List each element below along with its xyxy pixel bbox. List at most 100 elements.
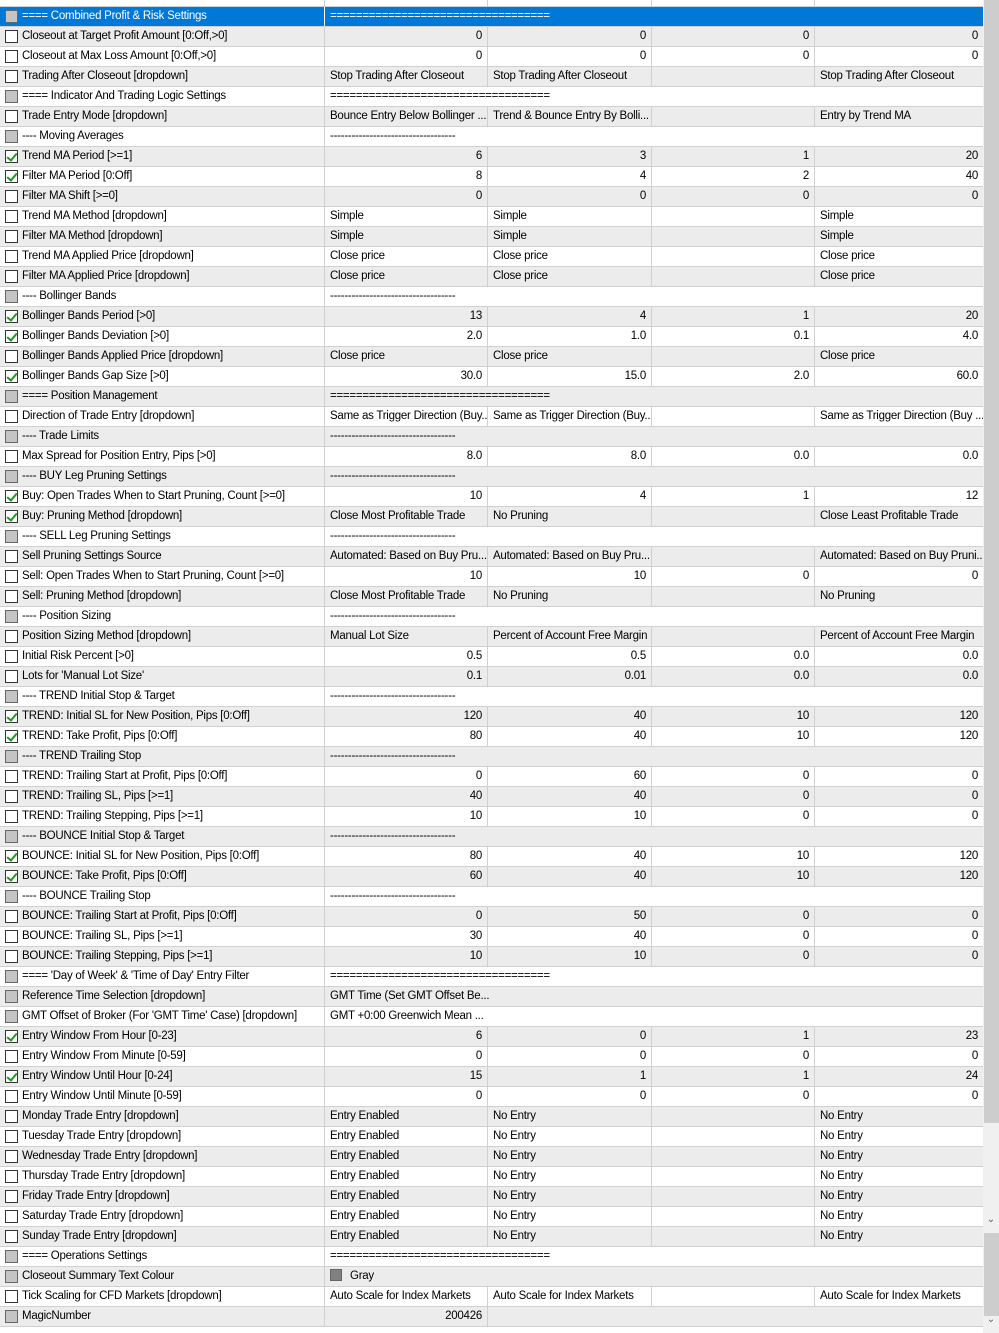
start-cell[interactable]: 60 — [488, 767, 652, 786]
parameter-row[interactable]: Lots for 'Manual Lot Size' 0.1 0.01 0.0 0.0 — [0, 667, 983, 687]
value-cell[interactable]: Bounce Entry Below Bollinger ... — [325, 107, 488, 126]
step-cell[interactable] — [652, 1207, 815, 1226]
step-cell[interactable]: 0 — [652, 907, 815, 926]
stop-cell[interactable]: 0 — [971, 950, 978, 962]
stop-cell[interactable]: 20 — [965, 310, 979, 322]
parameter-row[interactable]: ==== Position Management ================… — [0, 387, 983, 407]
checkbox[interactable] — [5, 1050, 18, 1063]
parameter-row[interactable]: Trend MA Applied Price [dropdown] Close p… — [0, 247, 983, 267]
value-cell[interactable]: ----------------------------------- — [325, 467, 983, 486]
step-cell[interactable] — [652, 107, 815, 126]
step-cell[interactable] — [652, 1127, 815, 1146]
stop-cell[interactable]: 0 — [971, 190, 978, 202]
stop-cell[interactable]: Stop Trading After Closeout — [820, 70, 954, 82]
value-cell[interactable]: Manual Lot Size — [325, 627, 488, 646]
start-cell[interactable]: 3 — [488, 147, 652, 166]
stop-cell[interactable]: No Entry — [820, 1190, 863, 1202]
checkbox[interactable] — [5, 110, 18, 123]
start-cell[interactable]: Close price — [488, 247, 652, 266]
step-cell[interactable]: 0.1 — [652, 327, 815, 346]
checkbox[interactable] — [5, 550, 18, 563]
parameter-row[interactable]: Bollinger Bands Applied Price [dropdown]… — [0, 347, 983, 367]
value-cell[interactable]: Simple — [325, 227, 488, 246]
step-cell[interactable]: 0.0 — [652, 667, 815, 686]
parameter-row[interactable]: Sunday Trade Entry [dropdown] Entry Enabl… — [0, 1227, 983, 1247]
value-cell[interactable]: 120 — [325, 707, 488, 726]
value-cell[interactable]: 10 — [325, 807, 488, 826]
checkbox-disabled[interactable] — [5, 130, 18, 143]
parameter-row[interactable]: Entry Window Until Hour [0-24] 15 1 1 24 — [0, 1067, 983, 1087]
start-cell[interactable]: Simple — [488, 207, 652, 226]
value-cell[interactable]: 0 — [325, 907, 488, 926]
parameter-row[interactable]: Reference Time Selection [dropdown] GMT T… — [0, 987, 983, 1007]
start-cell[interactable]: 50 — [488, 907, 652, 926]
parameter-row[interactable]: ---- BOUNCE Initial Stop & Target -------… — [0, 827, 983, 847]
step-cell[interactable]: 0 — [652, 787, 815, 806]
checkbox[interactable] — [5, 230, 18, 243]
value-cell[interactable]: 0 — [325, 1087, 488, 1106]
value-cell[interactable]: ================================== — [325, 967, 983, 986]
start-cell[interactable]: 40 — [488, 707, 652, 726]
parameter-row[interactable]: ---- Position Sizing --------------------… — [0, 607, 983, 627]
checkbox[interactable] — [5, 630, 18, 643]
checkbox-disabled[interactable] — [5, 430, 18, 443]
value-cell[interactable]: Entry Enabled — [325, 1187, 488, 1206]
checkbox[interactable] — [5, 590, 18, 603]
checkbox[interactable] — [5, 650, 18, 663]
value-cell[interactable]: Simple — [325, 207, 488, 226]
start-cell[interactable]: 40 — [488, 727, 652, 746]
parameter-row[interactable]: GMT Offset of Broker (For 'GMT Time' Cas… — [0, 1007, 983, 1027]
value-cell[interactable]: Entry Enabled — [325, 1207, 488, 1226]
parameter-row[interactable]: ---- TREND Initial Stop & Target --------… — [0, 687, 983, 707]
value-cell[interactable]: ================================== — [325, 87, 983, 106]
start-cell[interactable]: 0 — [488, 187, 652, 206]
parameter-row[interactable]: Closeout at Target Profit Amount [0:Off,… — [0, 27, 983, 47]
parameter-row[interactable]: ==== Indicator And Trading Logic Setting… — [0, 87, 983, 107]
value-cell[interactable]: 8 — [325, 167, 488, 186]
parameter-row[interactable]: Bollinger Bands Gap Size [>0] 30.0 15.0 2.0… — [0, 367, 983, 387]
parameter-row[interactable]: Closeout at Max Loss Amount [0:Off,>0] 0 0… — [0, 47, 983, 67]
checkbox[interactable] — [5, 190, 18, 203]
checkbox-disabled[interactable] — [5, 1010, 18, 1023]
step-cell[interactable]: 2 — [652, 167, 815, 186]
step-cell[interactable] — [652, 1167, 815, 1186]
checkbox-disabled[interactable] — [5, 10, 18, 23]
vertical-scrollbar[interactable]: ⌄ ⌄ — [983, 0, 999, 1333]
checkbox-disabled[interactable] — [5, 1310, 18, 1323]
start-cell[interactable]: No Entry — [488, 1167, 652, 1186]
value-cell[interactable]: ----------------------------------- — [325, 287, 983, 306]
parameter-row[interactable]: Sell Pruning Settings Source Automated: B… — [0, 547, 983, 567]
start-cell[interactable]: 0 — [488, 1047, 652, 1066]
stop-cell[interactable]: 0 — [971, 810, 978, 822]
parameter-row[interactable]: BOUNCE: Initial SL for New Position, Pip… — [0, 847, 983, 867]
checkbox-disabled[interactable] — [5, 750, 18, 763]
step-cell[interactable]: 0 — [652, 27, 815, 46]
start-cell[interactable]: 10 — [488, 947, 652, 966]
step-cell[interactable]: 10 — [652, 727, 815, 746]
checkbox-disabled[interactable] — [5, 970, 18, 983]
color-swatch[interactable] — [330, 1269, 342, 1281]
value-cell[interactable]: 10 — [325, 947, 488, 966]
parameter-row[interactable]: Monday Trade Entry [dropdown] Entry Enabl… — [0, 1107, 983, 1127]
start-cell[interactable]: Same as Trigger Direction (Buy... — [488, 407, 652, 426]
step-cell[interactable]: 0 — [652, 187, 815, 206]
step-cell[interactable] — [652, 1287, 815, 1306]
stop-cell[interactable]: Automated: Based on Buy Pruni... — [820, 550, 983, 562]
value-cell[interactable]: ----------------------------------- — [325, 127, 983, 146]
parameter-row[interactable]: ==== Combined Profit & Risk Settings ====… — [0, 7, 983, 27]
checkbox-checked[interactable] — [5, 1070, 18, 1083]
parameter-row[interactable]: ---- BOUNCE Trailing Stop ---------------… — [0, 887, 983, 907]
start-cell[interactable]: 40 — [488, 927, 652, 946]
checkbox-checked[interactable] — [5, 150, 18, 163]
parameter-row[interactable]: TREND: Take Profit, Pips [0:Off] 80 40 10 12… — [0, 727, 983, 747]
parameter-row[interactable]: Sell: Open Trades When to Start Pruning,… — [0, 567, 983, 587]
checkbox[interactable] — [5, 570, 18, 583]
stop-cell[interactable]: 120 — [959, 730, 979, 742]
checkbox[interactable] — [5, 270, 18, 283]
parameter-row[interactable]: TREND: Initial SL for New Position, Pips… — [0, 707, 983, 727]
step-cell[interactable]: 0 — [652, 807, 815, 826]
step-cell[interactable] — [652, 1187, 815, 1206]
parameter-row[interactable]: Friday Trade Entry [dropdown] Entry Enabl… — [0, 1187, 983, 1207]
start-cell[interactable]: No Pruning — [488, 507, 652, 526]
value-cell[interactable]: 80 — [325, 727, 488, 746]
